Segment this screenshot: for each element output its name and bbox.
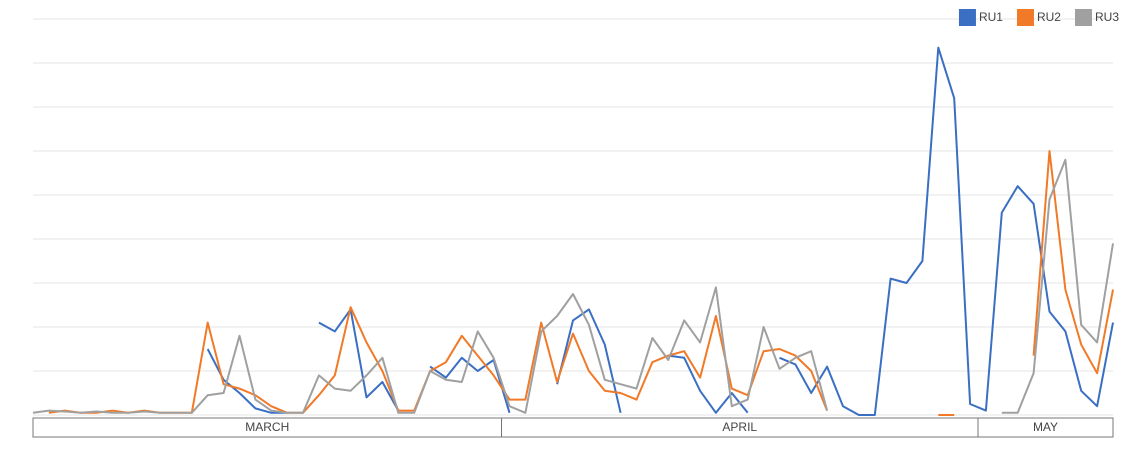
series-line	[206, 46, 1114, 416]
month-label: APRIL	[722, 420, 757, 434]
legend-swatch	[1074, 9, 1092, 26]
month-label: MAY	[1033, 420, 1058, 434]
month-band	[977, 417, 1114, 438]
legend-label: RU2	[1037, 10, 1061, 24]
month-label: MARCH	[245, 420, 289, 434]
legend-label: RU3	[1095, 10, 1119, 24]
series-line	[32, 158, 1114, 414]
legend-label: RU1	[979, 10, 1003, 24]
legend-swatch	[958, 9, 976, 26]
legend-swatch	[1016, 9, 1034, 26]
